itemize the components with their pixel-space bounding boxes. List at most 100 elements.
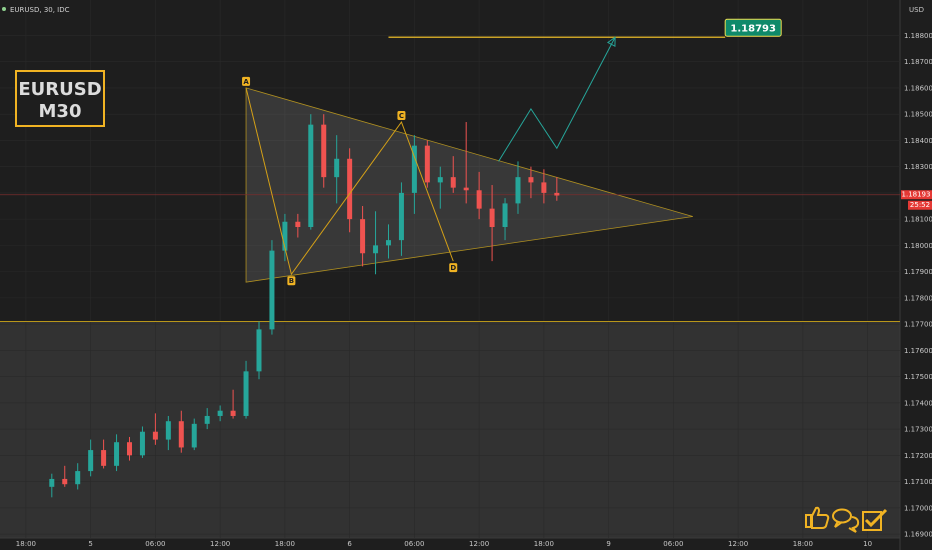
candle: [360, 206, 366, 267]
price-tick-label: 1.17900: [904, 268, 932, 276]
candle: [243, 360, 249, 419]
candle: [88, 439, 94, 477]
candle-body: [450, 177, 456, 188]
time-tick-label: 18:00: [275, 540, 295, 548]
candle-body: [463, 187, 469, 191]
candle-body: [269, 250, 275, 330]
candle-body: [75, 471, 81, 485]
candle: [398, 182, 404, 256]
price-tick-label: 1.17800: [904, 294, 932, 302]
candle-body: [230, 410, 236, 416]
triangle-pattern: [245, 87, 693, 283]
candle-body: [152, 431, 158, 440]
candle-body: [528, 177, 534, 183]
candle: [178, 410, 184, 453]
price-tick-label: 1.17700: [904, 321, 932, 329]
currency-label: USD: [909, 6, 924, 14]
candle: [334, 135, 340, 204]
candle: [282, 213, 288, 262]
price-tick-label: 1.17200: [904, 452, 932, 460]
candle-body: [282, 221, 288, 251]
price-tick-label: 1.17000: [904, 504, 932, 512]
time-tick-label: 06:00: [145, 540, 165, 548]
countdown-badge-box: [908, 200, 932, 210]
price-tick-label: 1.18800: [904, 32, 932, 40]
candle: [554, 177, 560, 201]
candle: [191, 418, 197, 451]
price-tick-label: 1.18700: [904, 58, 932, 66]
symbol-badge-box: [15, 70, 105, 127]
candle: [515, 161, 521, 214]
candle-body: [62, 478, 68, 485]
candle: [295, 213, 301, 238]
candle: [256, 321, 262, 380]
pattern-point-box: [242, 76, 251, 86]
pattern-point-text: C: [399, 112, 404, 120]
symbol-badge-line2: M30: [39, 101, 82, 122]
time-tick-label: 18:00: [793, 540, 813, 548]
projection-arrow-line: [498, 37, 616, 162]
candle: [75, 463, 81, 490]
candle-body: [489, 208, 495, 228]
candle-body: [424, 145, 430, 183]
target-label-box: [724, 18, 782, 37]
time-axis-background: [0, 538, 900, 550]
candle: [489, 185, 495, 262]
time-tick-label: 06:00: [404, 540, 424, 548]
candle: [152, 413, 158, 445]
candle-body: [204, 415, 210, 424]
time-tick-label: 18:00: [534, 540, 554, 548]
pattern-point-text: B: [289, 277, 294, 285]
candle: [230, 389, 236, 419]
candle-body: [256, 329, 262, 372]
pattern-point-label: B: [287, 276, 296, 286]
time-tick-label: 6: [347, 540, 352, 548]
candle-body: [502, 203, 508, 228]
candle: [321, 114, 327, 188]
projection-arrowhead-icon: [606, 36, 616, 48]
candle-body: [217, 410, 223, 416]
current-price-badge-box: [901, 190, 932, 200]
thumbs-up-icon[interactable]: [805, 506, 830, 529]
chart-title: EURUSD, 30, IDC: [10, 6, 70, 14]
check-box-icon[interactable]: [862, 508, 888, 531]
price-tick-label: 1.17300: [904, 426, 932, 434]
candle: [411, 135, 417, 214]
candle: [450, 156, 456, 193]
candle-body: [191, 423, 197, 448]
time-tick-label: 06:00: [663, 540, 683, 548]
candle-body: [411, 145, 417, 193]
time-tick-label: 9: [606, 540, 610, 548]
candle: [373, 211, 379, 275]
candle: [347, 148, 353, 233]
price-tick-label: 1.18600: [904, 84, 932, 92]
candle-body: [49, 478, 55, 487]
candle: [463, 122, 469, 204]
candle-body: [437, 177, 443, 183]
comments-icon[interactable]: [832, 508, 860, 533]
time-tick-label: 18:00: [16, 540, 36, 548]
candle: [528, 166, 534, 199]
candle: [437, 166, 443, 209]
target-label[interactable]: 1.18793: [724, 18, 782, 37]
candle: [424, 140, 430, 188]
support-zone-shade: [0, 321, 900, 538]
price-tick-label: 1.18500: [904, 111, 932, 119]
candle: [165, 415, 171, 451]
candle-body: [334, 158, 340, 178]
pattern-point-labels: A B C D: [242, 76, 458, 286]
symbol-badge-line1: EURUSD: [18, 79, 101, 100]
candle-body: [101, 450, 107, 466]
candle-body: [554, 192, 560, 196]
candle-body: [398, 192, 404, 241]
candle-body: [360, 219, 366, 254]
price-tick-label: 1.18100: [904, 216, 932, 224]
candle: [269, 240, 275, 335]
price-axis-ticks: 1.18800 1.18700 1.18600 1.18500 1.18400 1.183…: [904, 32, 932, 539]
price-tick-label: 1.17500: [904, 373, 932, 381]
candle-body: [165, 421, 171, 440]
pattern-point-text: D: [450, 264, 456, 272]
price-tick-label: 1.18300: [904, 163, 932, 171]
